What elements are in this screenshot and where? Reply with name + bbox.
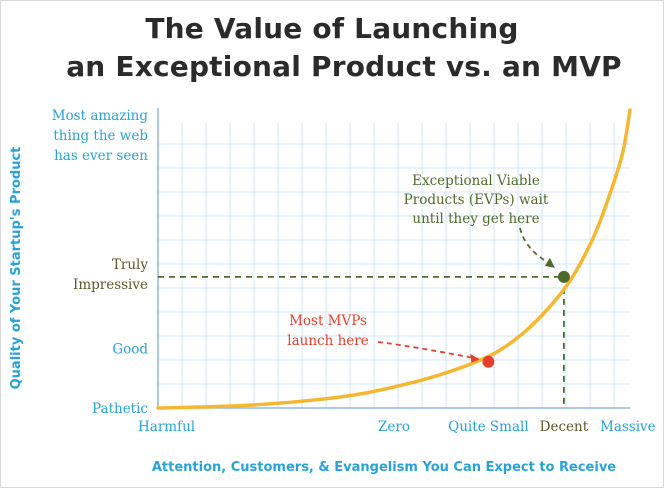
axes	[157, 108, 630, 409]
annotation-mvp-label: launch here	[287, 333, 368, 349]
annotation-evp-label: Products (EVPs) wait	[404, 192, 549, 208]
x-tick-label: Harmful	[138, 419, 195, 435]
chart-title-line-2: an Exceptional Product vs. an MVP	[66, 50, 622, 83]
marker-point-most-mvps	[482, 355, 495, 368]
grid	[158, 122, 630, 408]
x-tick-label: Massive	[600, 419, 656, 435]
y-tick-label: Impressive	[73, 277, 148, 293]
annotation-evp-label: until they get here	[412, 211, 539, 227]
y-tick-label: Good	[112, 341, 148, 357]
y-tick-label: thing the web	[53, 128, 148, 144]
annotation-evp-arrow	[519, 227, 553, 266]
x-axis-title: Attention, Customers, & Evangelism You C…	[152, 460, 616, 475]
y-tick-label: has ever seen	[54, 148, 148, 164]
y-tick-label: Truly	[112, 257, 148, 273]
annotation-mvp-arrowhead	[470, 353, 480, 363]
annotation-evp-label: Exceptional Viable	[412, 173, 540, 189]
y-axis-title: Quality of Your Startup's Product	[9, 147, 24, 390]
markers	[482, 270, 570, 368]
value-curve	[156, 108, 632, 410]
chart-title-line-1: The Value of Launching	[145, 12, 519, 45]
annotations: Most MVPs launch here Exceptional Viable Pr…	[287, 173, 555, 363]
annotation-mvp-label: Most MVPs	[289, 313, 367, 329]
x-tick-label: Decent	[540, 419, 589, 435]
marker-point-evps	[557, 270, 570, 283]
y-tick-labels: Most amazing thing the web has ever seen Tr…	[52, 108, 149, 417]
x-tick-label: Quite Small	[448, 419, 529, 435]
y-tick-label: Most amazing	[52, 108, 149, 124]
annotation-evp-arrowhead	[544, 257, 555, 268]
x-tick-labels: Harmful Zero Quite Small Decent Massive	[138, 419, 656, 435]
annotation-mvp-arrow	[377, 341, 479, 360]
guide-lines	[158, 275, 565, 408]
x-tick-label: Zero	[378, 419, 410, 435]
y-tick-label: Pathetic	[92, 401, 148, 417]
